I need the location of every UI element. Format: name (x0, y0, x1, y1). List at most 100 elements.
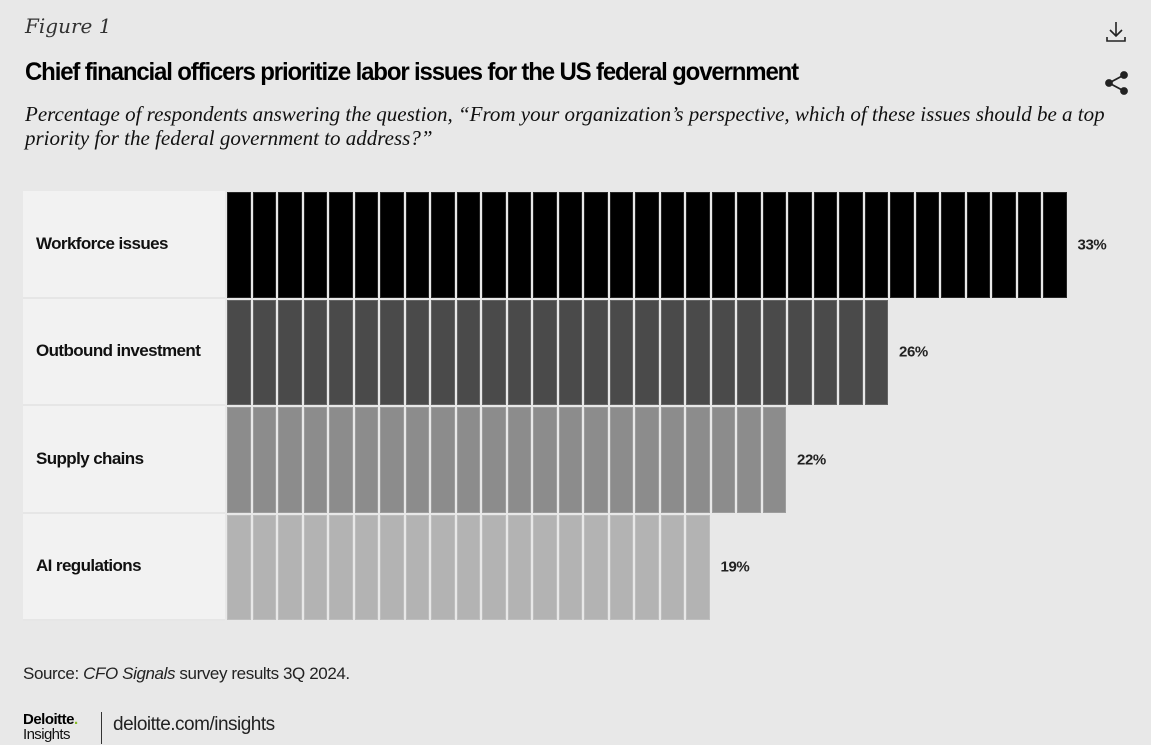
bar-unit-block (584, 514, 608, 620)
bar-unit-block (329, 407, 353, 513)
value-label: 26% (899, 343, 928, 361)
share-icon[interactable] (1104, 70, 1130, 96)
figure-label: Figure 1 (25, 14, 112, 38)
bar-unit-block (227, 514, 251, 620)
deloitte-insights-logo[interactable]: Deloitte. Insights (23, 712, 78, 742)
bar-unit-block (431, 299, 455, 405)
bar-unit-block (303, 514, 327, 620)
bar-unit-block (507, 299, 531, 405)
bar-unit-block (890, 192, 914, 298)
bar-unit-block (456, 514, 480, 620)
bar-unit-block (711, 299, 735, 405)
bar-unit-block (813, 192, 837, 298)
value-label: 22% (797, 451, 826, 469)
bar-unit-block (1017, 192, 1041, 298)
bar-unit-block (762, 299, 786, 405)
bar-unit-block (686, 192, 710, 298)
bar-unit-block (380, 192, 404, 298)
category-label: Supply chains (23, 406, 225, 514)
bar-unit-block (252, 192, 276, 298)
chart-title: Chief financial officers prioritize labo… (25, 58, 799, 86)
bar-unit-block (533, 407, 557, 513)
bar-unit-block (533, 514, 557, 620)
bar-unit-block (252, 407, 276, 513)
bar-unit-block (864, 192, 888, 298)
bar-unit-block (354, 514, 378, 620)
bar-unit-block (278, 407, 302, 513)
category-label: AI regulations (23, 513, 225, 621)
bar-unit-block (303, 192, 327, 298)
bar-unit-block (762, 407, 786, 513)
bar-unit-block (303, 299, 327, 405)
bar-unit-block (278, 514, 302, 620)
bar-unit-block (813, 299, 837, 405)
bar-unit-block (609, 514, 633, 620)
chart-area: Workforce issues 33% Outbound investment 26… (23, 191, 1133, 621)
bar-unit-block (686, 407, 710, 513)
bar-unit-block (329, 299, 353, 405)
bar-unit-block (507, 514, 531, 620)
brand-divider (101, 712, 102, 744)
category-label: Outbound investment (23, 298, 225, 406)
bar-unit-block (584, 192, 608, 298)
bar-unit-block (864, 299, 888, 405)
source-suffix: survey results 3Q 2024. (175, 664, 350, 683)
bar-unit-block (227, 299, 251, 405)
bar-unit-block (635, 407, 659, 513)
bar-unit-block (1043, 192, 1067, 298)
bar-unit-block (482, 407, 506, 513)
bar-unit-block (278, 299, 302, 405)
bar-unit-block (533, 299, 557, 405)
bar-unit-block (380, 514, 404, 620)
bar-unit-block (456, 299, 480, 405)
bar-unit-block (992, 192, 1016, 298)
bar-unit-block (558, 192, 582, 298)
bar-unit-block (431, 192, 455, 298)
bar-unit-block (635, 192, 659, 298)
bar-unit-block (354, 192, 378, 298)
bar-unit-block (737, 299, 761, 405)
bar-unit-block (660, 192, 684, 298)
bar-unit-block (584, 299, 608, 405)
bar-unit-block (405, 192, 429, 298)
category-label: Workforce issues (23, 191, 225, 299)
bar-unit-block (737, 407, 761, 513)
bar-unit-block (431, 514, 455, 620)
bar-unit-block (354, 407, 378, 513)
bar-unit-block (839, 192, 863, 298)
bar-unit-block (660, 514, 684, 620)
brand-dot: . (74, 711, 78, 728)
chart-subtitle: Percentage of respondents answering the … (25, 102, 1105, 150)
bar-unit-block (507, 192, 531, 298)
bar-unit-block (558, 407, 582, 513)
source-publication: CFO Signals (83, 664, 176, 683)
bar-unit-block (941, 192, 965, 298)
bar-unit-block (966, 192, 990, 298)
bar-unit-block (686, 514, 710, 620)
bar-unit-block (482, 514, 506, 620)
brand-sub: Insights (23, 726, 71, 743)
bar-unit-block (788, 192, 812, 298)
bar-unit-block (635, 299, 659, 405)
bar-unit-block (660, 407, 684, 513)
bar-unit-block (762, 192, 786, 298)
bar-unit-block (380, 407, 404, 513)
bar-unit-block (686, 299, 710, 405)
bar-unit-block (329, 192, 353, 298)
bar-unit-block (915, 192, 939, 298)
bar-unit-block (456, 407, 480, 513)
bar-unit-block (405, 299, 429, 405)
brand-url-link[interactable]: deloitte.com/insights (113, 714, 275, 735)
bar-unit-block (635, 514, 659, 620)
bar-unit-block (354, 299, 378, 405)
bar-unit-block (303, 407, 327, 513)
bar-unit-block (558, 299, 582, 405)
brand-name: Deloitte (23, 711, 75, 728)
bar-unit-block (711, 407, 735, 513)
bar-unit-block (558, 514, 582, 620)
bar-unit-block (405, 407, 429, 513)
bar-unit-block (839, 299, 863, 405)
bar-unit-block (737, 192, 761, 298)
download-icon[interactable] (1104, 20, 1128, 44)
bar-unit-block (252, 299, 276, 405)
